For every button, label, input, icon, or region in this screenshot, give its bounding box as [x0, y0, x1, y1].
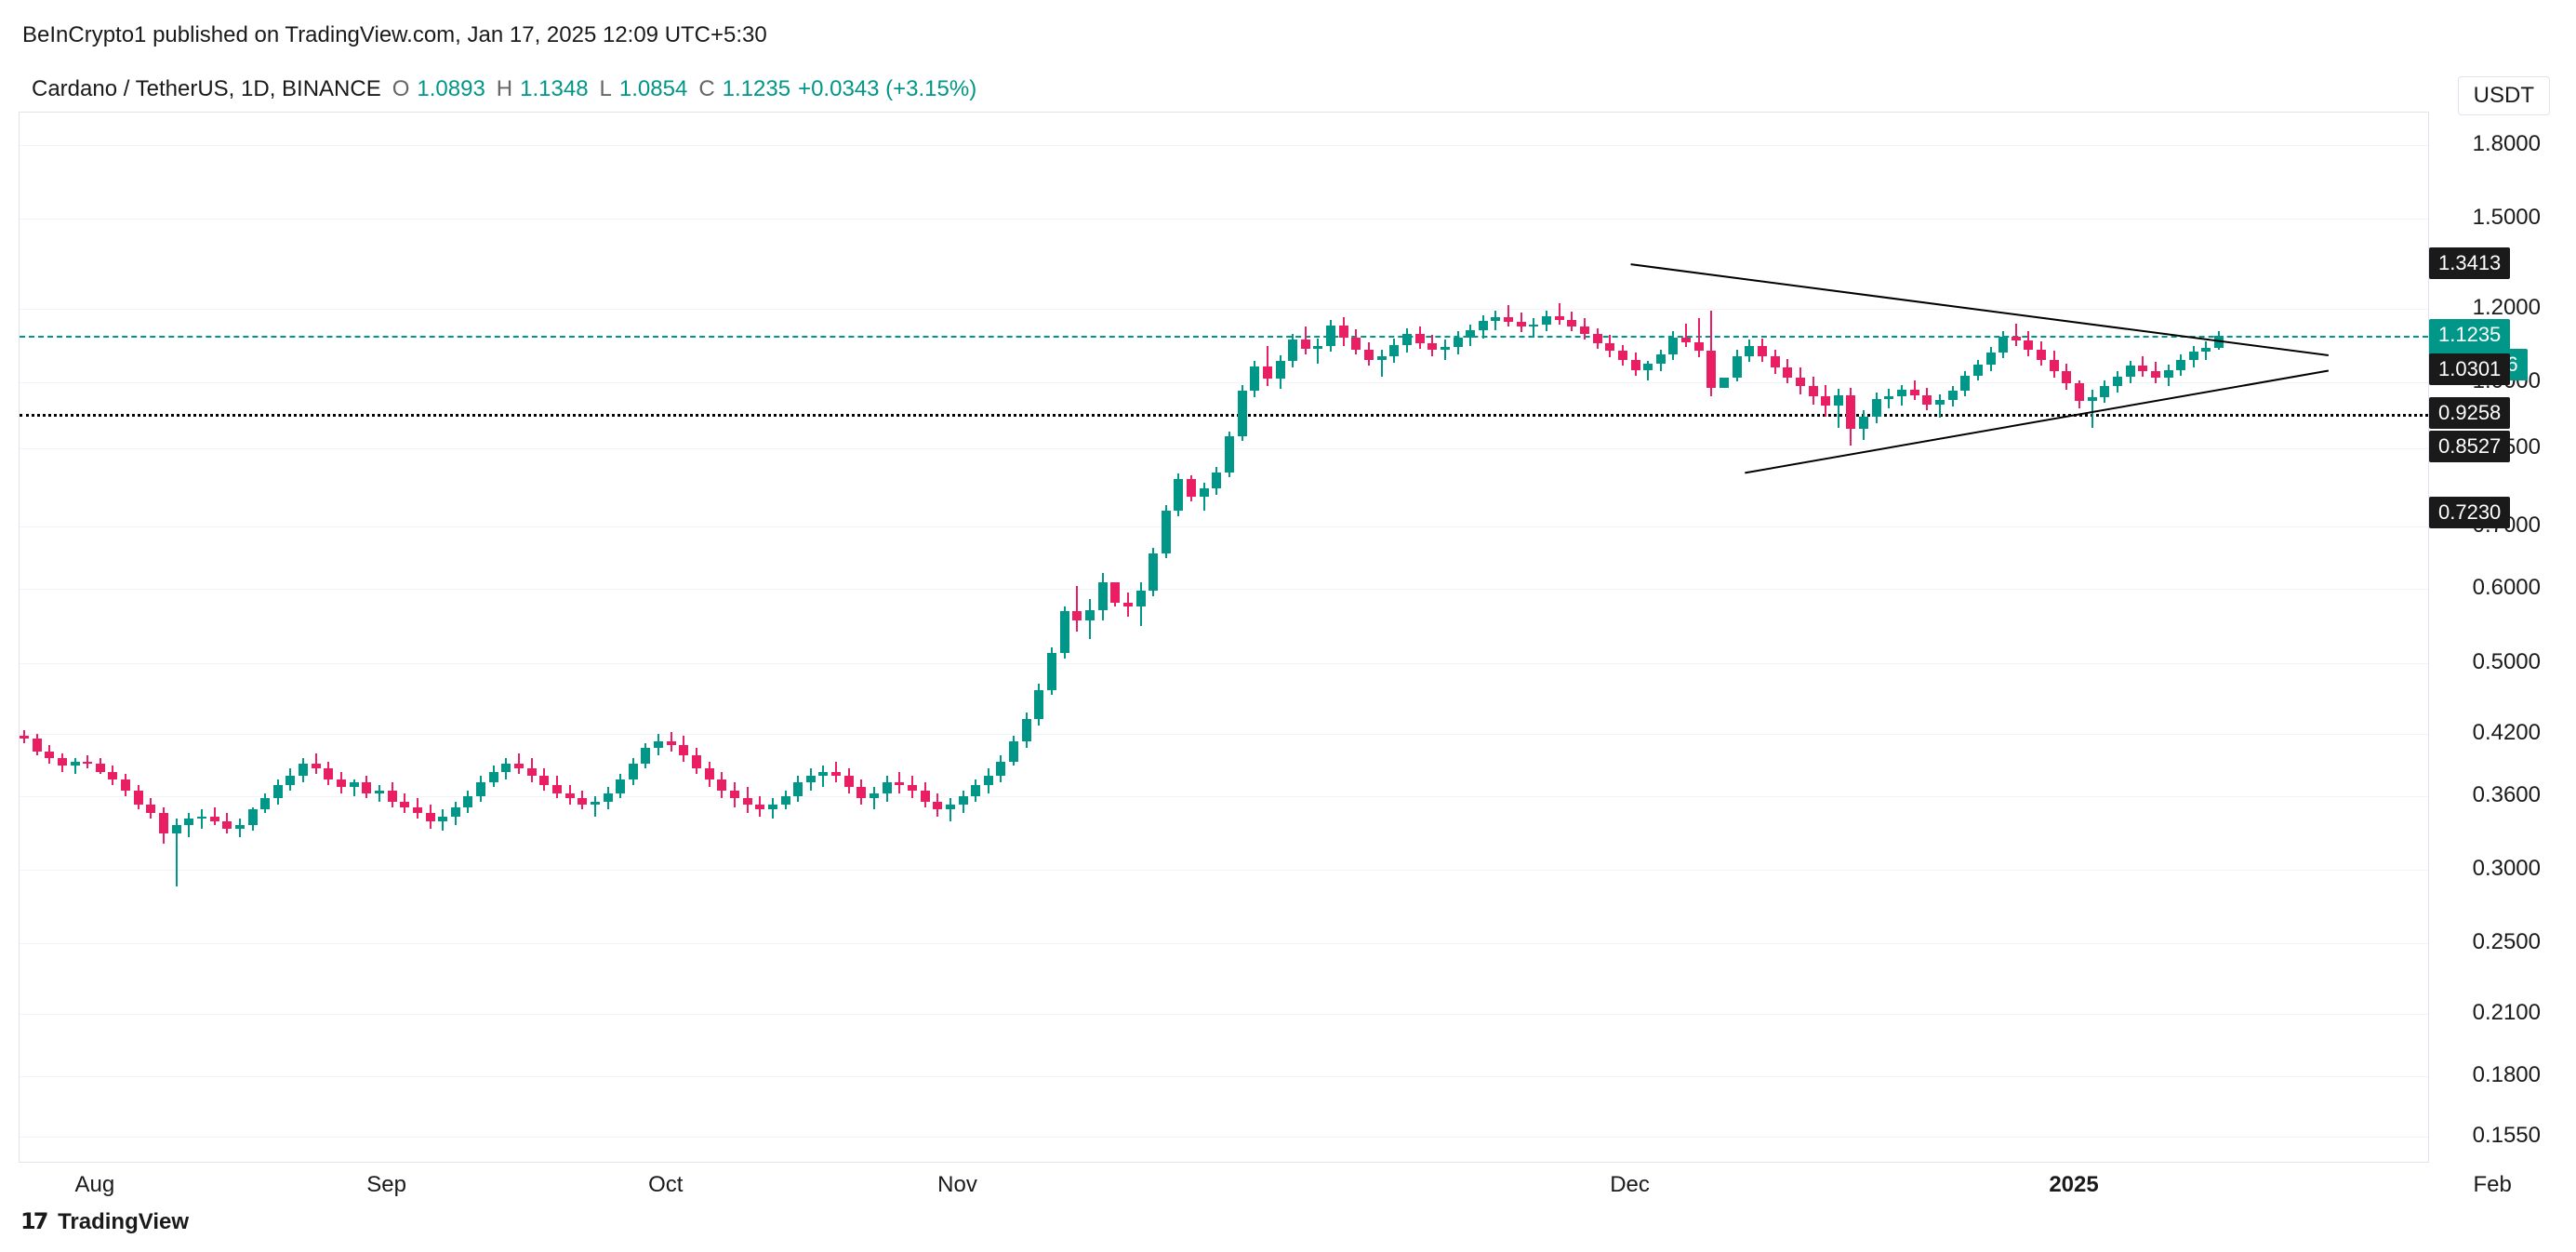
candlestick-chart[interactable] — [19, 112, 2429, 1163]
x-tick-label: Dec — [1610, 1172, 1650, 1198]
low-value: 1.0854 — [619, 76, 687, 102]
gridline — [20, 870, 2428, 871]
gridline — [20, 734, 2428, 735]
low-label: L — [600, 76, 612, 102]
x-tick-label: 2025 — [2049, 1172, 2098, 1198]
gridline — [20, 589, 2428, 590]
y-tick-label: 1.2000 — [2429, 295, 2559, 321]
price-label: 0.8527 — [2429, 431, 2510, 462]
open-value: 1.0893 — [417, 76, 485, 102]
high-value: 1.1348 — [520, 76, 588, 102]
y-tick-label: 0.4200 — [2429, 720, 2559, 746]
price-label: 0.9258 — [2429, 397, 2510, 429]
price-label: 0.7230 — [2429, 497, 2510, 528]
gridline — [20, 943, 2428, 944]
x-tick-label: Aug — [74, 1172, 114, 1198]
y-tick-label: 0.1550 — [2429, 1123, 2559, 1149]
attribution-text: BeInCrypto1 published on TradingView.com… — [22, 22, 767, 48]
gridline — [20, 526, 2428, 527]
close-label: C — [698, 76, 714, 102]
gridline — [20, 663, 2428, 664]
quote-currency-badge[interactable]: USDT — [2458, 76, 2550, 115]
y-tick-label: 1.8000 — [2429, 131, 2559, 157]
x-tick-label: Oct — [648, 1172, 683, 1198]
gridline — [20, 1137, 2428, 1138]
horizontal-line — [20, 336, 2428, 338]
gridline — [20, 796, 2428, 797]
gridline — [20, 1014, 2428, 1015]
change-value: +0.0343 (+3.15%) — [798, 76, 976, 102]
gridline — [20, 145, 2428, 146]
y-axis[interactable]: 1.80001.50001.20001.00000.85000.70000.60… — [2429, 112, 2559, 1163]
y-tick-label: 0.3600 — [2429, 782, 2559, 808]
y-tick-label: 0.1800 — [2429, 1062, 2559, 1088]
y-tick-label: 1.5000 — [2429, 205, 2559, 231]
price-label: 1.1235 — [2429, 319, 2510, 351]
close-value: 1.1235 — [723, 76, 790, 102]
gridline — [20, 309, 2428, 310]
gridline — [20, 219, 2428, 220]
open-label: O — [392, 76, 410, 102]
trendlines-layer — [20, 113, 2430, 1164]
gridline — [20, 448, 2428, 449]
x-tick-label: Nov — [937, 1172, 977, 1198]
high-label: H — [497, 76, 512, 102]
price-label: 1.0301 — [2429, 353, 2510, 385]
tradingview-icon: 𝟭𝟳 — [20, 1208, 46, 1234]
y-tick-label: 0.2500 — [2429, 929, 2559, 955]
horizontal-line — [20, 414, 2428, 417]
tradingview-text: TradingView — [58, 1209, 189, 1234]
y-tick-label: 0.6000 — [2429, 575, 2559, 601]
y-tick-label: 0.2100 — [2429, 1000, 2559, 1026]
tradingview-logo: 𝟭𝟳 TradingView — [20, 1208, 189, 1235]
x-tick-label: Feb — [2474, 1172, 2512, 1198]
price-label: 1.3413 — [2429, 247, 2510, 279]
x-tick-label: Sep — [366, 1172, 406, 1198]
x-axis[interactable]: AugSepOctNovDec2025Feb — [19, 1163, 2429, 1219]
y-tick-label: 0.3000 — [2429, 856, 2559, 882]
symbol-label: Cardano / TetherUS, 1D, BINANCE — [32, 76, 381, 102]
gridline — [20, 1076, 2428, 1077]
chart-header: Cardano / TetherUS, 1D, BINANCE O1.0893 … — [32, 76, 976, 102]
y-tick-label: 0.5000 — [2429, 649, 2559, 675]
